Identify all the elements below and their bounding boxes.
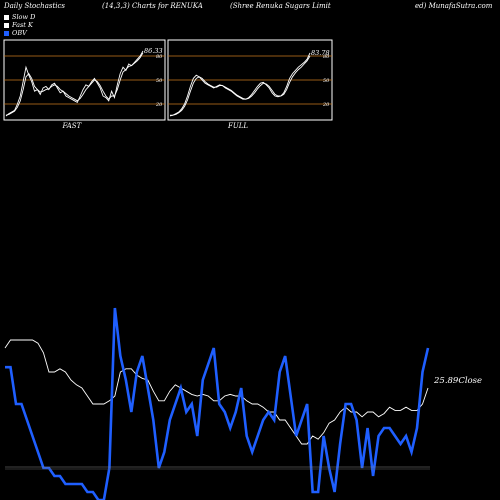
legend-swatch-slow-d (4, 14, 9, 20)
legend-label-obv: OBV (12, 29, 27, 37)
chart-title-center-left: (14,3,3) Charts for RENUKA (102, 2, 203, 10)
fast-ytick-label-20: 20 (155, 102, 163, 108)
full-last-value-label: 83.78 (311, 49, 330, 57)
full-ytick-label-50: 50 (323, 78, 330, 84)
legend-label-slow-d: Slow D (12, 13, 36, 21)
full-panel-label: FULL (227, 122, 248, 130)
full-series-line-1 (169, 52, 311, 117)
fast-series-line-2 (5, 52, 144, 116)
chart-title-center-right: (Shree Renuka Sugars Limit (230, 2, 331, 10)
fast-last-value-label: 86.33 (144, 47, 163, 55)
legend-item-obv: OBV (4, 29, 27, 37)
close-price-line (4, 339, 429, 445)
chart-title-right: ed) MunafaSutra.com (415, 2, 493, 10)
full-ytick-label-80: 80 (323, 54, 330, 60)
legend-item-slow-d: Slow D (4, 13, 35, 21)
full-ytick-label-20: 20 (322, 102, 330, 108)
close-value-label: 25.89Close (433, 376, 482, 386)
legend-swatch-obv (4, 30, 9, 36)
legend-swatch-fast-k (4, 22, 9, 28)
legend-label-fast-k: Fast K (12, 21, 33, 29)
fast-series-line-1 (5, 50, 144, 117)
legend-item-fast-k: Fast K (4, 21, 33, 29)
obv-line (5, 307, 430, 500)
chart-title-left: Daily Stochastics (4, 2, 66, 10)
full-series-line-2 (170, 55, 311, 116)
fast-ytick-label-50: 50 (156, 78, 163, 84)
fast-panel-label: FAST (62, 122, 83, 130)
fast-ytick-label-80: 80 (156, 54, 163, 60)
